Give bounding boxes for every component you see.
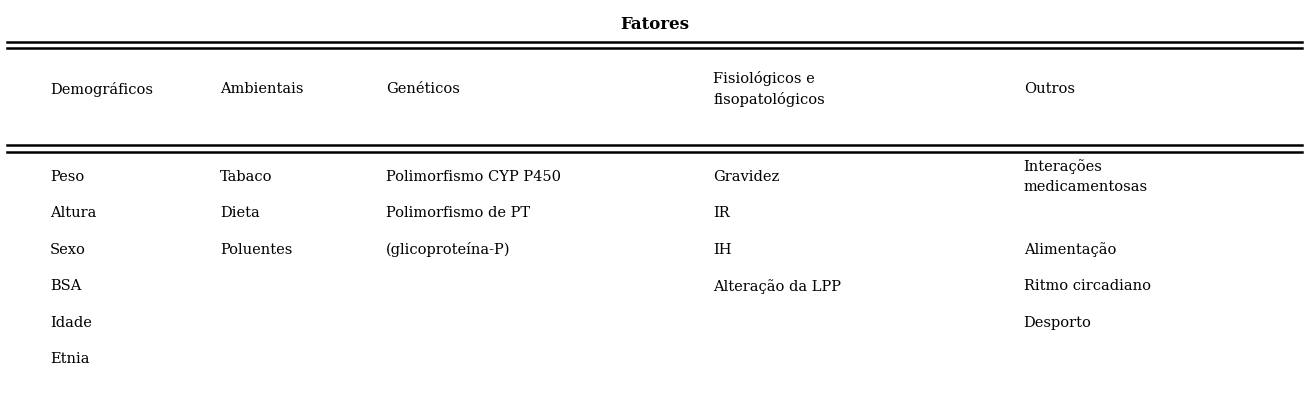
Text: Etnia: Etnia: [50, 352, 89, 366]
Text: IH: IH: [713, 243, 732, 257]
Text: Desporto: Desporto: [1024, 316, 1092, 330]
Text: Sexo: Sexo: [50, 243, 85, 257]
Text: Ambientais: Ambientais: [220, 82, 304, 96]
Text: Polimorfismo de PT: Polimorfismo de PT: [386, 206, 530, 220]
Text: Peso: Peso: [50, 170, 84, 184]
Text: Dieta: Dieta: [220, 206, 259, 220]
Text: Alteração da LPP: Alteração da LPP: [713, 279, 842, 294]
Text: Polimorfismo CYP P450: Polimorfismo CYP P450: [386, 170, 562, 184]
Text: Outros: Outros: [1024, 82, 1075, 96]
Text: Demográficos: Demográficos: [50, 82, 153, 97]
Text: Fatores: Fatores: [620, 16, 689, 33]
Text: Ritmo circadiano: Ritmo circadiano: [1024, 279, 1151, 293]
Text: Fisiológicos e
fisopatológicos: Fisiológicos e fisopatológicos: [713, 71, 825, 107]
Text: IR: IR: [713, 206, 730, 220]
Text: Poluentes: Poluentes: [220, 243, 292, 257]
Text: Gravidez: Gravidez: [713, 170, 780, 184]
Text: Idade: Idade: [50, 316, 92, 330]
Text: Interações
medicamentosas: Interações medicamentosas: [1024, 160, 1148, 194]
Text: (glicoproteína-P): (glicoproteína-P): [386, 242, 511, 257]
Text: Genéticos: Genéticos: [386, 82, 459, 96]
Text: Alimentação: Alimentação: [1024, 242, 1117, 257]
Text: BSA: BSA: [50, 279, 81, 293]
Text: Altura: Altura: [50, 206, 96, 220]
Text: Tabaco: Tabaco: [220, 170, 272, 184]
